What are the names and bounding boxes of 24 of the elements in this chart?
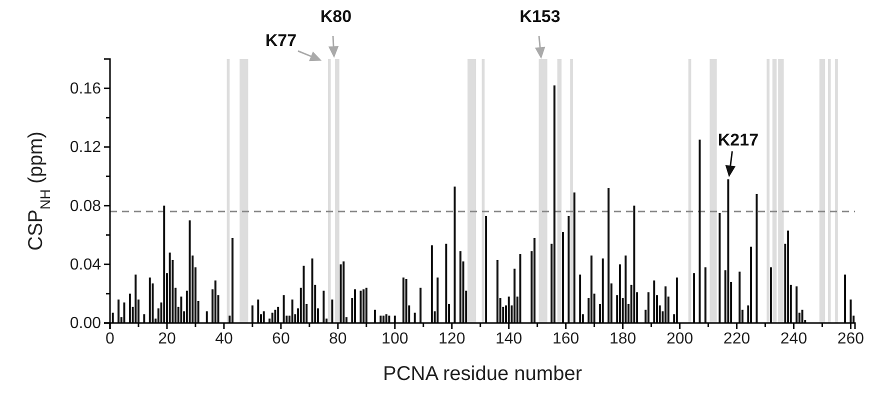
- x-tick-label: 220: [723, 330, 750, 348]
- y-tick-label: 0.12: [70, 139, 102, 156]
- x-tick-label: 240: [780, 330, 808, 348]
- x-tick-label: 40: [215, 330, 233, 348]
- text: K153: [520, 7, 560, 26]
- x-tick-label: 160: [552, 330, 580, 348]
- y-tick-label: 0.00: [70, 315, 102, 332]
- x-tick-label: 100: [382, 330, 408, 348]
- x-tick-label: 60: [272, 330, 290, 348]
- x-tick-label: 20: [158, 330, 176, 348]
- x-tick-label: 0: [106, 330, 115, 348]
- y-tick-label: 0.04: [70, 256, 102, 274]
- x-axis-title: PCNA residue number: [383, 363, 582, 385]
- x-tick-label: 140: [496, 330, 522, 348]
- text: K80: [320, 7, 352, 26]
- x-tick-label: 200: [666, 330, 694, 348]
- x-tick-label: 260: [837, 330, 864, 348]
- annotation: K217: [718, 130, 759, 150]
- x-tick-label: 180: [609, 330, 636, 348]
- x-tick-label: 80: [329, 330, 347, 348]
- text: K77: [265, 31, 297, 50]
- y-tick-label: 0.08: [70, 198, 102, 215]
- x-tick-label: 120: [438, 330, 466, 348]
- y-tick-label: 0.16: [70, 80, 102, 98]
